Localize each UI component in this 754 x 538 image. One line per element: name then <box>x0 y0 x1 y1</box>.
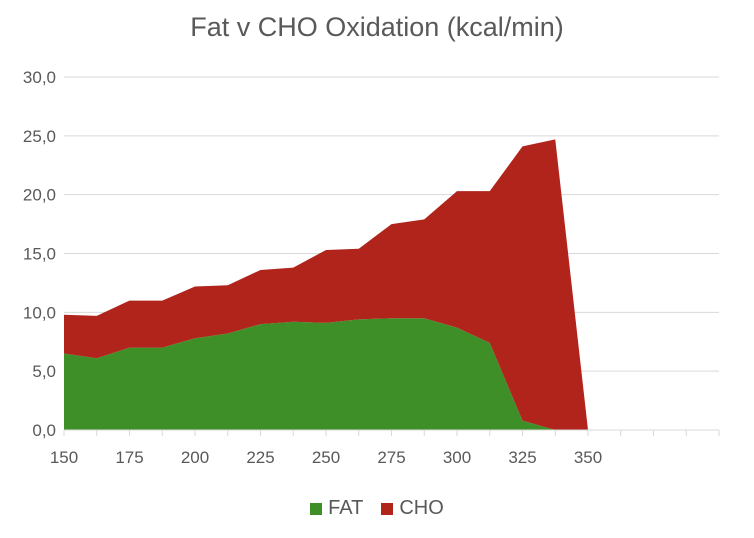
chart-title: Fat v CHO Oxidation (kcal/min) <box>190 12 564 42</box>
area-chart: 0,0 5,0 10,0 15,0 20,0 25,0 30,0 150 175 200 225 25… <box>23 68 720 467</box>
series-areas <box>64 139 588 431</box>
x-tick-label: 175 <box>115 448 143 467</box>
x-tick-label: 275 <box>377 448 405 467</box>
x-tick-label: 150 <box>50 448 78 467</box>
y-tick-label: 15,0 <box>23 245 56 264</box>
x-tick-label: 325 <box>508 448 536 467</box>
legend-item-cho: CHO <box>381 497 444 520</box>
axes: 0,0 5,0 10,0 15,0 20,0 25,0 30,0 150 175 200 225 25… <box>23 68 720 467</box>
legend-swatch-cho <box>381 502 394 515</box>
y-tick-label: 10,0 <box>23 303 56 322</box>
legend-label-cho: CHO <box>399 497 444 519</box>
x-tick-label: 350 <box>574 448 602 467</box>
y-tick-label: 25,0 <box>23 127 56 146</box>
x-tick-label: 200 <box>181 448 209 467</box>
legend: FAT CHO <box>0 497 754 520</box>
y-tick-label: 20,0 <box>23 186 56 205</box>
y-tick-label: 30,0 <box>23 68 56 87</box>
legend-item-fat: FAT <box>310 497 363 520</box>
area-series-cho <box>64 139 588 431</box>
area-series-fat <box>64 318 588 430</box>
y-tick-label: 5,0 <box>32 362 56 381</box>
x-tick-label: 250 <box>312 448 340 467</box>
x-tick-label: 225 <box>246 448 274 467</box>
legend-swatch-fat <box>310 502 323 515</box>
legend-label-fat: FAT <box>328 497 364 519</box>
x-tick-label: 300 <box>443 448 471 467</box>
y-tick-label: 0,0 <box>32 421 56 440</box>
